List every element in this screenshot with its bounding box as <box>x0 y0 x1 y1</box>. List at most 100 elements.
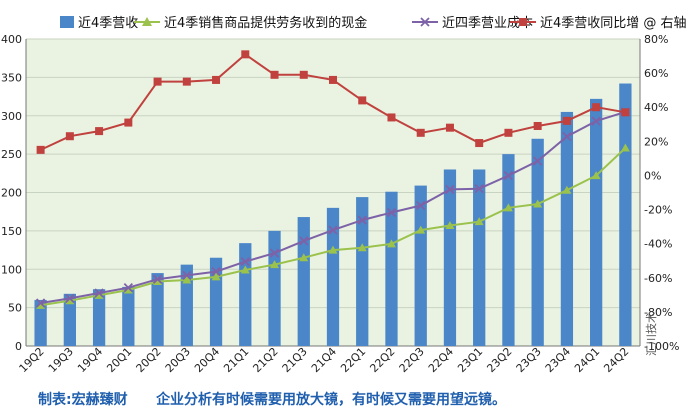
point-marker <box>533 199 543 208</box>
point-marker <box>211 272 221 281</box>
legend-swatch <box>60 16 74 28</box>
point-marker <box>153 77 162 86</box>
y-tick-label: 100 <box>1 263 22 276</box>
bar <box>385 191 398 346</box>
y-tick-label: 200 <box>1 187 22 200</box>
point-marker <box>562 116 571 125</box>
footer-slogan: 企业分析有时候需要用放大镜，有时候又需要用望远镜。 <box>156 392 507 408</box>
legend: 近4季营收 近4季销售商品提供劳务收到的现金 近四季营业成本 近4季营收同比增 @ 右… <box>60 15 687 31</box>
y-tick-label: 150 <box>1 225 22 238</box>
legend-marker <box>519 18 527 26</box>
point-marker <box>329 75 337 84</box>
y-tick-label: 350 <box>1 71 22 84</box>
point-marker <box>240 265 250 274</box>
point-marker <box>270 70 279 79</box>
bar <box>560 111 574 346</box>
point-marker <box>123 283 133 293</box>
point-marker <box>36 300 46 309</box>
y-tick-label: 50 <box>8 302 22 315</box>
bar <box>502 154 515 346</box>
footer-credit: 制表:宏赫臻财 <box>38 392 128 408</box>
point-marker <box>65 293 75 304</box>
bar <box>326 207 340 346</box>
point-marker <box>94 290 104 299</box>
point-marker <box>123 285 133 294</box>
watermark: 汇川技术 <box>645 312 658 356</box>
bar <box>268 230 281 346</box>
y-tick-label: 0 <box>15 340 22 353</box>
point-marker <box>445 184 455 195</box>
y-tick-label: 400 <box>1 33 22 46</box>
bar <box>92 289 106 346</box>
point-marker <box>182 270 192 281</box>
point-marker <box>533 156 543 166</box>
point-marker <box>328 245 338 254</box>
point-marker <box>445 221 455 230</box>
y2-tick-label: -40% <box>644 238 672 251</box>
point-marker <box>65 296 75 305</box>
point-marker <box>416 200 426 211</box>
bar <box>297 217 310 346</box>
point-marker <box>503 203 513 212</box>
legend-marker <box>142 17 152 26</box>
point-marker <box>445 123 454 132</box>
point-marker <box>95 127 104 136</box>
y-tick-label: 250 <box>1 148 22 161</box>
bar <box>239 243 252 346</box>
point-marker <box>562 131 572 142</box>
footer: 制表:宏赫臻财 企业分析有时候需要用放大镜，有时候又需要用望远镜。 <box>38 389 506 409</box>
point-marker <box>240 256 250 267</box>
point-marker <box>504 128 513 137</box>
bar <box>151 273 164 346</box>
point-marker <box>153 277 163 286</box>
legend-label: 近四季营业成本 <box>442 16 533 31</box>
legend-label: 近4季营收同比增 @ 右轴 <box>540 16 687 31</box>
point-marker <box>36 145 45 154</box>
point-marker <box>416 128 425 137</box>
point-marker <box>241 50 250 59</box>
legend-marker <box>420 17 430 27</box>
bar <box>122 286 135 346</box>
y2-tick-label: 60% <box>644 67 668 80</box>
point-marker <box>270 260 280 269</box>
point-marker <box>182 77 191 86</box>
point-marker <box>357 243 367 252</box>
point-marker <box>212 75 221 84</box>
point-marker <box>591 116 601 126</box>
legend-label: 近4季销售商品提供劳务收到的现金 <box>164 15 367 31</box>
point-marker <box>591 171 601 180</box>
y2-tick-label: 40% <box>644 101 668 114</box>
point-marker <box>299 236 309 246</box>
point-marker <box>358 96 367 105</box>
point-marker <box>211 266 221 277</box>
legend-label: 近4季营收 <box>78 16 138 31</box>
y2-tick-label: -80% <box>644 306 672 319</box>
point-marker <box>152 274 163 284</box>
point-marker <box>620 143 630 152</box>
point-marker <box>621 108 630 117</box>
point-marker <box>386 239 396 248</box>
point-marker <box>503 170 514 181</box>
point-marker <box>475 139 484 148</box>
point-marker <box>474 184 484 194</box>
point-marker <box>299 70 308 79</box>
point-marker <box>299 253 309 262</box>
point-marker <box>592 103 601 112</box>
point-marker <box>386 207 397 218</box>
point-marker <box>328 225 338 235</box>
y2-tick-label: 20% <box>644 135 668 148</box>
point-marker <box>387 113 396 122</box>
point-marker <box>562 185 572 194</box>
y2-tick-label: 80% <box>644 33 668 46</box>
point-marker <box>269 248 280 258</box>
y2-tick-label: -60% <box>644 272 672 285</box>
bar <box>414 185 427 346</box>
point-marker <box>182 275 192 284</box>
bar <box>443 169 457 346</box>
y2-tick-label: -100% <box>644 340 679 353</box>
bar <box>590 98 603 347</box>
bar <box>180 264 193 346</box>
point-marker <box>533 121 542 130</box>
point-marker <box>94 288 104 298</box>
